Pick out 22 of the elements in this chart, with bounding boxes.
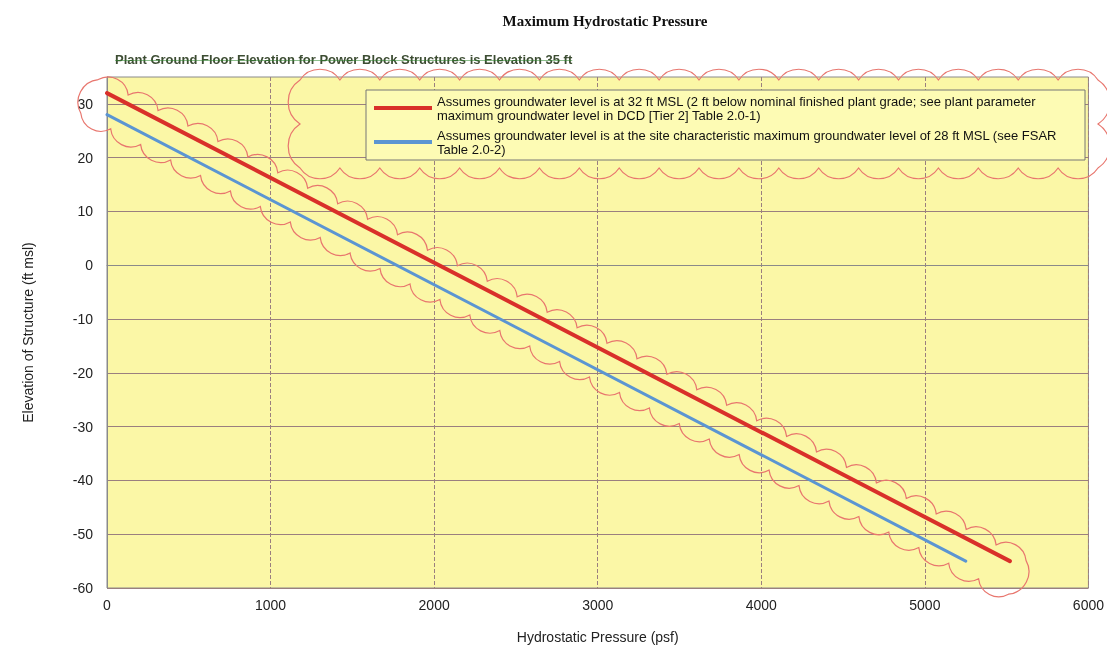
x-tick-label: 6000: [1072, 597, 1105, 613]
y-tick-label: 20: [77, 149, 94, 166]
y-tick-label: -60: [72, 580, 94, 596]
y-tick-label: -40: [72, 472, 94, 489]
y-tick-label: -20: [72, 364, 94, 381]
legend-label: Assumes groundwater level is at 32 ft MSL (2 ft below nominal finished plant grade; see plant parameter maximum groundwater level in DCD [Tier 2] Table 2.0-1): [437, 93, 1040, 123]
y-tick-label: 10: [77, 203, 94, 220]
y-tick-label: 30: [77, 95, 94, 112]
x-tick-label: 1000: [254, 597, 287, 613]
x-tick-label: 0: [103, 597, 112, 613]
y-tick-label: 0: [85, 257, 94, 274]
x-tick-label: 2000: [418, 597, 450, 613]
y-axis-title: Elevation of Structure (ft msl): [20, 242, 36, 423]
x-tick-label: 5000: [909, 597, 941, 613]
y-tick-label: -50: [72, 526, 94, 543]
x-axis-title: Hydrostatic Pressure (psf): [516, 629, 679, 645]
y-tick-label: -10: [72, 311, 94, 328]
x-tick-label: 3000: [582, 597, 614, 613]
chart-title: Maximum Hydrostatic Pressure: [502, 12, 708, 29]
y-tick-label: -30: [72, 418, 94, 435]
x-tick-label: 4000: [745, 597, 778, 613]
legend-label: Assumes groundwater level is at the site characteristic maximum groundwater level of 28 ft MSL (see FSAR Table 2.0-2): [437, 127, 1061, 157]
